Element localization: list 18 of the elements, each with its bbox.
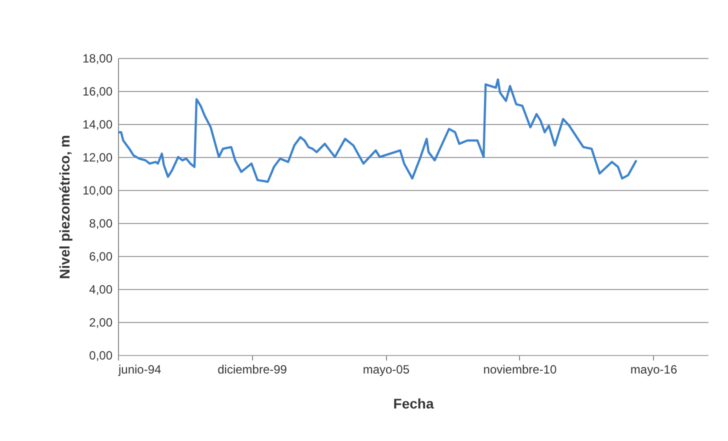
y-tick-label: 10,00	[82, 184, 113, 198]
x-tick-label: junio-94	[118, 362, 162, 376]
y-tick-label: 12,00	[82, 150, 113, 164]
y-axis-title: Nivel piezométrico, m	[56, 135, 72, 279]
x-tick-label: diciembre-99	[218, 362, 288, 376]
line-series	[116, 78, 638, 183]
y-tick-label: 2,00	[89, 316, 113, 330]
x-tick-label: noviembre-10	[483, 362, 557, 376]
x-axis-title: Fecha	[393, 396, 434, 412]
y-tick-label: 6,00	[89, 250, 113, 264]
y-tick-label: 14,00	[82, 118, 113, 132]
y-tick-label: 4,00	[89, 282, 113, 296]
y-tick-label: 16,00	[82, 84, 113, 98]
x-tick-label: mayo-05	[362, 362, 410, 376]
y-tick-label: 18,00	[82, 52, 113, 66]
y-tick-label: 8,00	[89, 216, 113, 230]
y-tick-label: 0,00	[89, 348, 113, 362]
x-tick-label: mayo-16	[630, 362, 678, 376]
